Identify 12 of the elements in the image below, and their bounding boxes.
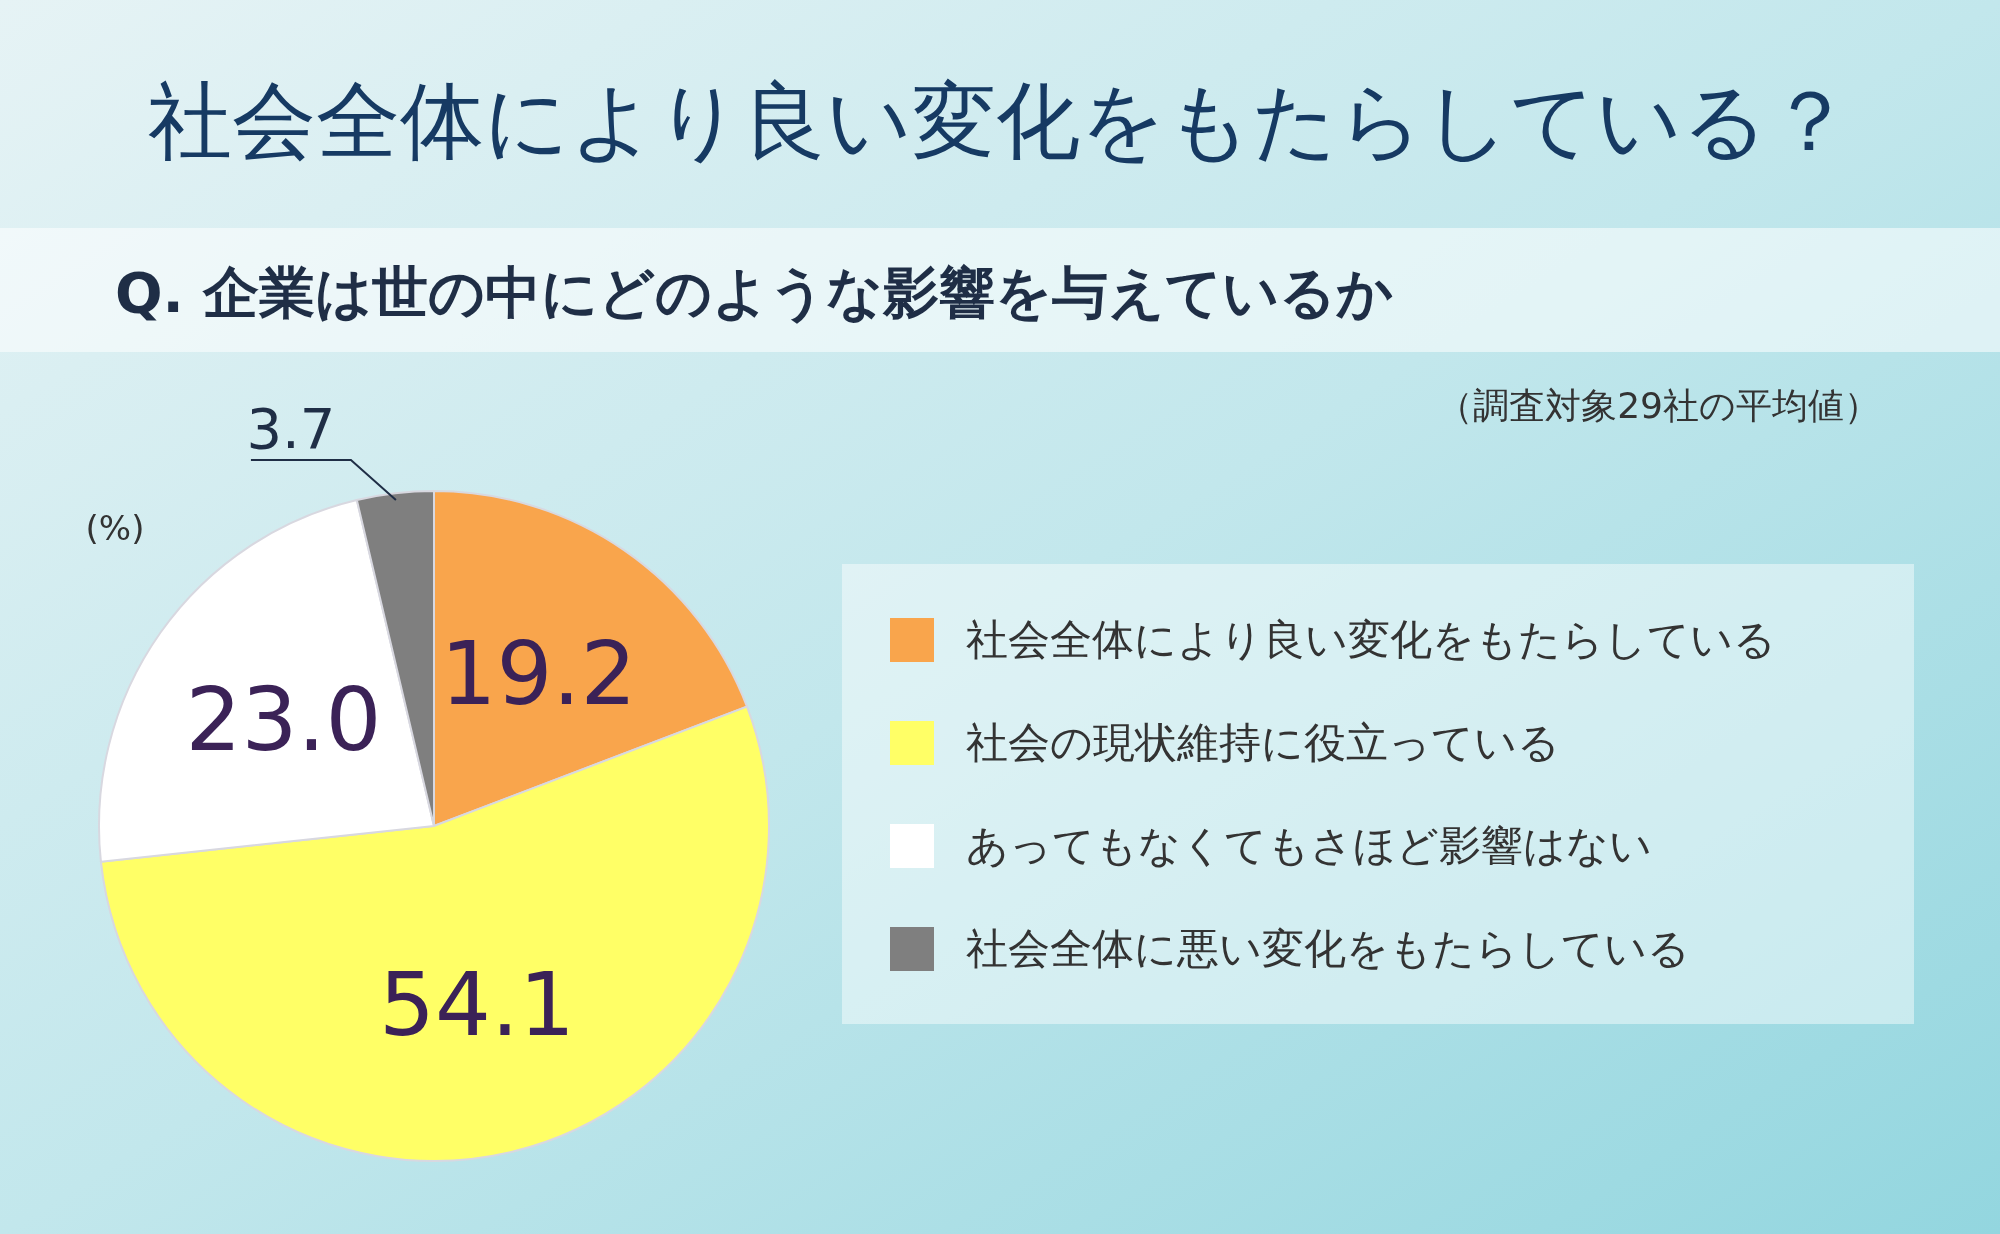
slice-label: 社会の現状維持に役立っている: [966, 718, 1560, 767]
data-label: 23.0: [185, 667, 382, 771]
legend-label: 社会全体により良い変化をもたらしている: [966, 615, 1776, 664]
chart-title: 社会全体により良い変化をもたらしている？: [148, 72, 1852, 170]
legend-label: 社会全体に悪い変化をもたらしている: [966, 924, 1690, 973]
data-label: 19.2: [440, 622, 637, 726]
data-label: 54.1: [379, 953, 575, 1057]
text: (%): [85, 508, 145, 548]
chart-subtitle: Q. 企業は世の中にどのような影響を与えているか: [115, 260, 1394, 325]
text: （調査対象29社の平均値）: [1437, 385, 1880, 426]
data-label: 3.7: [246, 395, 336, 461]
legend-label: あってもなくてもさほど影響はない: [966, 821, 1652, 870]
